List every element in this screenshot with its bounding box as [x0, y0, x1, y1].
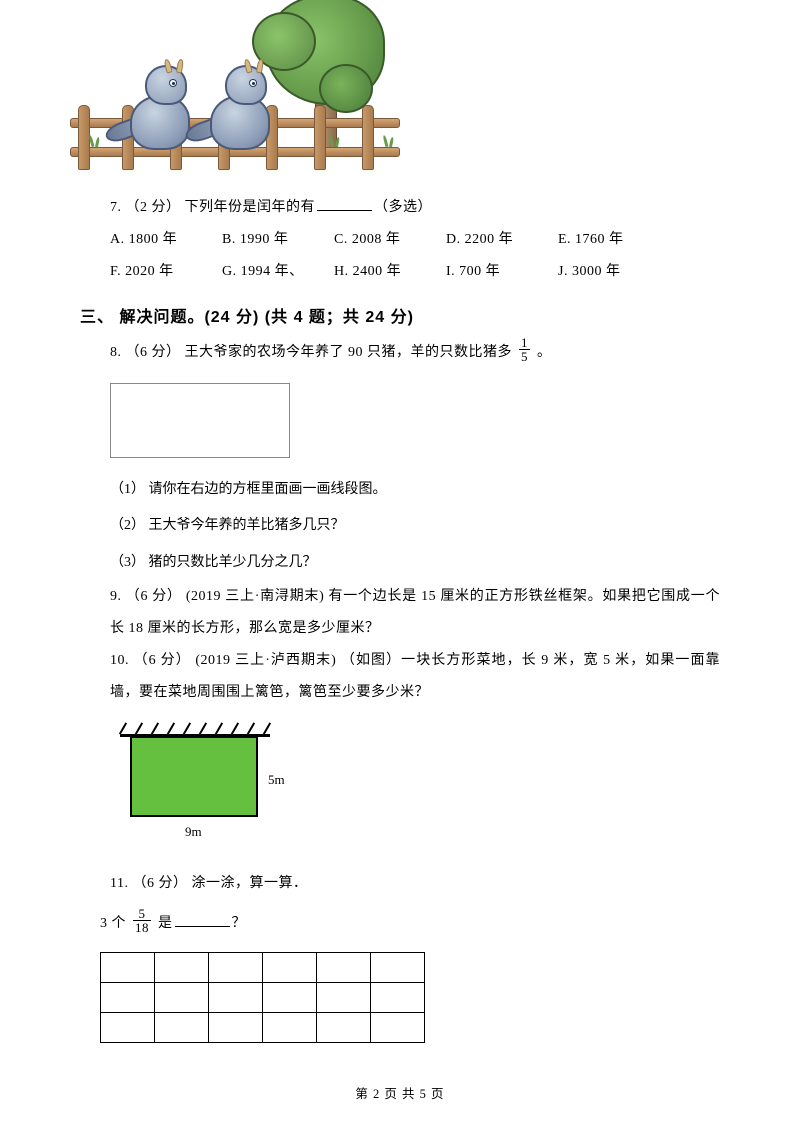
hatch-mark	[231, 722, 239, 734]
grid-cell[interactable]	[101, 983, 155, 1013]
fence-post	[362, 105, 374, 170]
label-5m: 5m	[268, 772, 285, 788]
grid-cell[interactable]	[155, 983, 209, 1013]
q7-stem: 7. （2 分） 下列年份是闰年的有 （多选）	[80, 192, 720, 224]
label-9m: 9m	[185, 824, 202, 840]
fence-dragon-illustration	[70, 0, 400, 180]
grid-cell[interactable]	[209, 953, 263, 983]
q7-option[interactable]: B. 1990 年	[222, 224, 334, 256]
hatch-mark	[151, 722, 159, 734]
grid-cell[interactable]	[101, 1013, 155, 1043]
grid-cell[interactable]	[371, 1013, 425, 1043]
q10-stem: 10. （6 分） (2019 三上·泸西期末) （如图）一块长方形菜地，长 9…	[80, 645, 720, 709]
grid-cell[interactable]	[209, 1013, 263, 1043]
grid-cell[interactable]	[317, 983, 371, 1013]
grid-cell[interactable]	[371, 983, 425, 1013]
field-diagram: 5m 9m	[110, 724, 310, 854]
hatch-mark	[167, 722, 175, 734]
grid-cell[interactable]	[263, 1013, 317, 1043]
q11-fraction: 518	[133, 907, 151, 935]
grid-cell[interactable]	[317, 1013, 371, 1043]
grid-cell[interactable]	[101, 953, 155, 983]
q7-option[interactable]: A. 1800 年	[110, 224, 222, 256]
q7-option[interactable]: D. 2200 年	[446, 224, 558, 256]
grass	[382, 135, 397, 147]
q7-option[interactable]: H. 2400 年	[334, 256, 446, 288]
grass	[328, 135, 343, 147]
q7-prefix: 7. （2 分） 下列年份是闰年的有	[110, 200, 315, 215]
grid-cell[interactable]	[263, 953, 317, 983]
section-3-title: 三、 解决问题。(24 分) (共 4 题；共 24 分)	[80, 303, 720, 327]
dragon	[110, 60, 195, 150]
hatch-mark	[199, 722, 207, 734]
hatch-mark	[263, 722, 271, 734]
fence-post	[314, 105, 326, 170]
q8-sub2: （2） 王大爷今年养的羊比猪多几只？	[80, 508, 720, 544]
field-rect	[130, 737, 258, 817]
q11-stem: 11. （6 分） 涂一涂，算一算．	[80, 868, 720, 900]
q11-blank[interactable]	[175, 911, 230, 927]
dragon	[190, 60, 275, 150]
q11-a: 3 个	[100, 916, 130, 931]
grid-cell[interactable]	[155, 1013, 209, 1043]
grid-cell[interactable]	[155, 953, 209, 983]
q8-fraction: 15	[519, 336, 530, 364]
q7-blank[interactable]	[317, 195, 372, 211]
hatch-mark	[247, 722, 255, 734]
hatch-mark	[183, 722, 191, 734]
hatch-mark	[135, 722, 143, 734]
q7-option[interactable]: J. 3000 年	[558, 256, 670, 288]
grass	[88, 135, 103, 147]
q11-b: 是	[154, 916, 173, 931]
hatch-mark	[215, 722, 223, 734]
q7-option[interactable]: G. 1994 年、	[222, 256, 334, 288]
q7-option[interactable]: F. 2020 年	[110, 256, 222, 288]
q11-expression: 3 个 518 是 ？	[80, 908, 720, 940]
q8-stem-b: 。	[533, 345, 552, 360]
grid-cell[interactable]	[209, 983, 263, 1013]
q7-options: A. 1800 年B. 1990 年C. 2008 年D. 2200 年E. 1…	[80, 224, 720, 288]
q7-option[interactable]: I. 700 年	[446, 256, 558, 288]
q11-grid[interactable]	[100, 952, 425, 1043]
q7-suffix: （多选）	[374, 200, 432, 215]
hatch-mark	[119, 722, 127, 734]
grid-cell[interactable]	[317, 953, 371, 983]
q8-stem: 8. （6 分） 王大爷家的农场今年养了 90 只猪，羊的只数比猪多 15 。	[80, 337, 720, 369]
grid-cell[interactable]	[371, 953, 425, 983]
q8-diagram-box[interactable]	[110, 383, 290, 458]
q7-option[interactable]: E. 1760 年	[558, 224, 670, 256]
q8-sub3: （3） 猪的只数比羊少几分之几？	[80, 545, 720, 581]
grid-cell[interactable]	[263, 983, 317, 1013]
page-footer: 第 2 页 共 5 页	[0, 1083, 800, 1102]
q8-sub1: （1） 请你在右边的方框里面画一画线段图。	[80, 472, 720, 508]
q11-c: ？	[232, 916, 247, 931]
q7-option[interactable]: C. 2008 年	[334, 224, 446, 256]
q9-stem: 9. （6 分） (2019 三上·南浔期末) 有一个边长是 15 厘米的正方形…	[80, 581, 720, 645]
q8-stem-a: 8. （6 分） 王大爷家的农场今年养了 90 只猪，羊的只数比猪多	[110, 345, 516, 360]
